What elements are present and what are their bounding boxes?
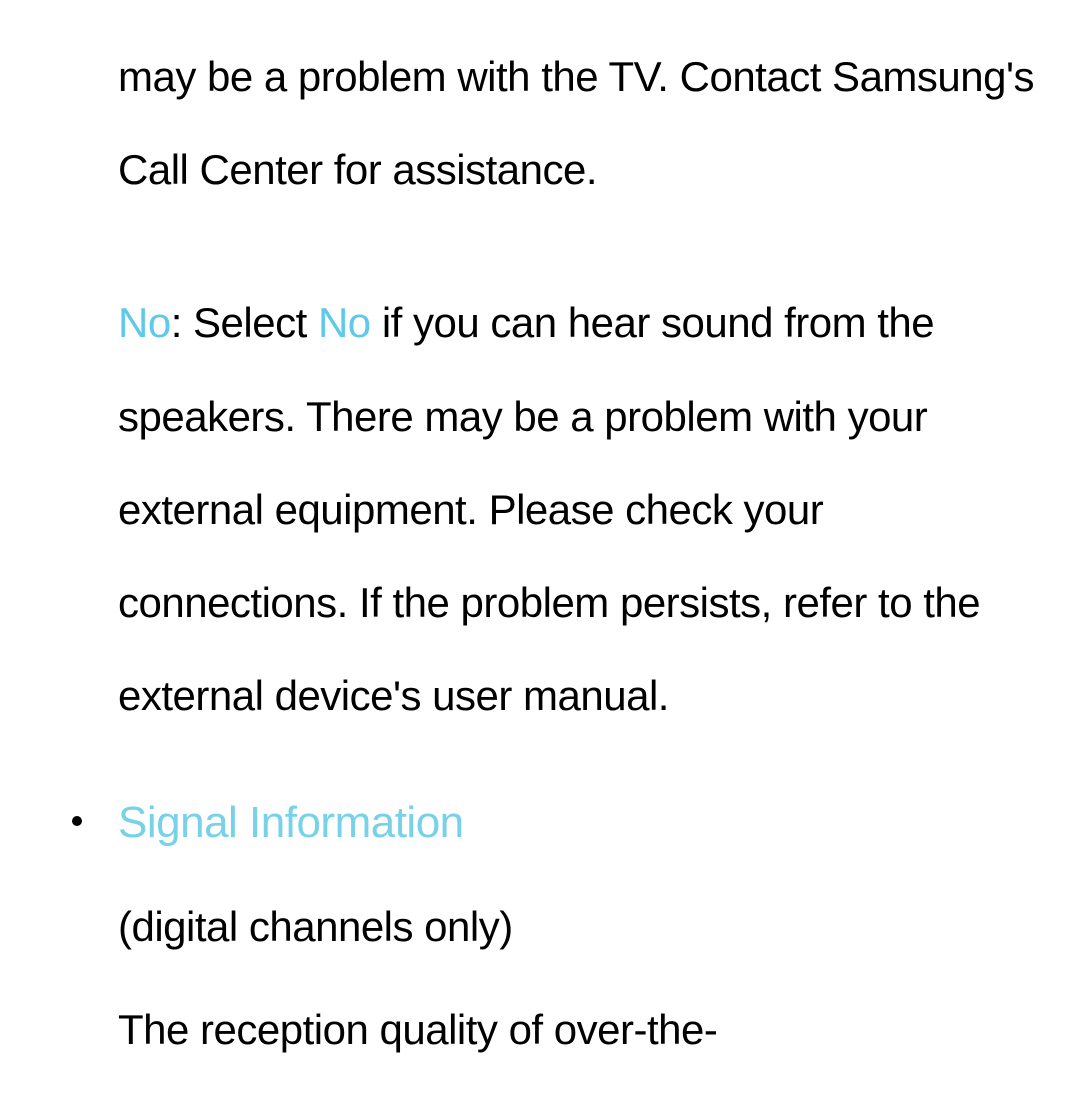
document-content: may be a problem with the TV. Contact Sa… bbox=[0, 0, 1080, 1054]
text-segment-1: : Select bbox=[171, 299, 318, 346]
bullet-section: Signal Information (digital channels onl… bbox=[118, 798, 1040, 1054]
section-title-signal-information: Signal Information bbox=[118, 798, 1040, 848]
text-segment-2: if you can hear sound from the speakers.… bbox=[118, 299, 980, 719]
highlight-no-1: No bbox=[118, 299, 171, 346]
section-subtitle: (digital channels only) bbox=[118, 903, 1040, 951]
highlight-no-2: No bbox=[318, 299, 371, 346]
paragraph-no-option: No: Select No if you can hear sound from… bbox=[118, 276, 1040, 742]
section-body-text: The reception quality of over-the- bbox=[118, 1006, 1040, 1054]
bullet-icon bbox=[72, 816, 82, 826]
paragraph-tv-problem: may be a problem with the TV. Contact Sa… bbox=[118, 30, 1040, 216]
